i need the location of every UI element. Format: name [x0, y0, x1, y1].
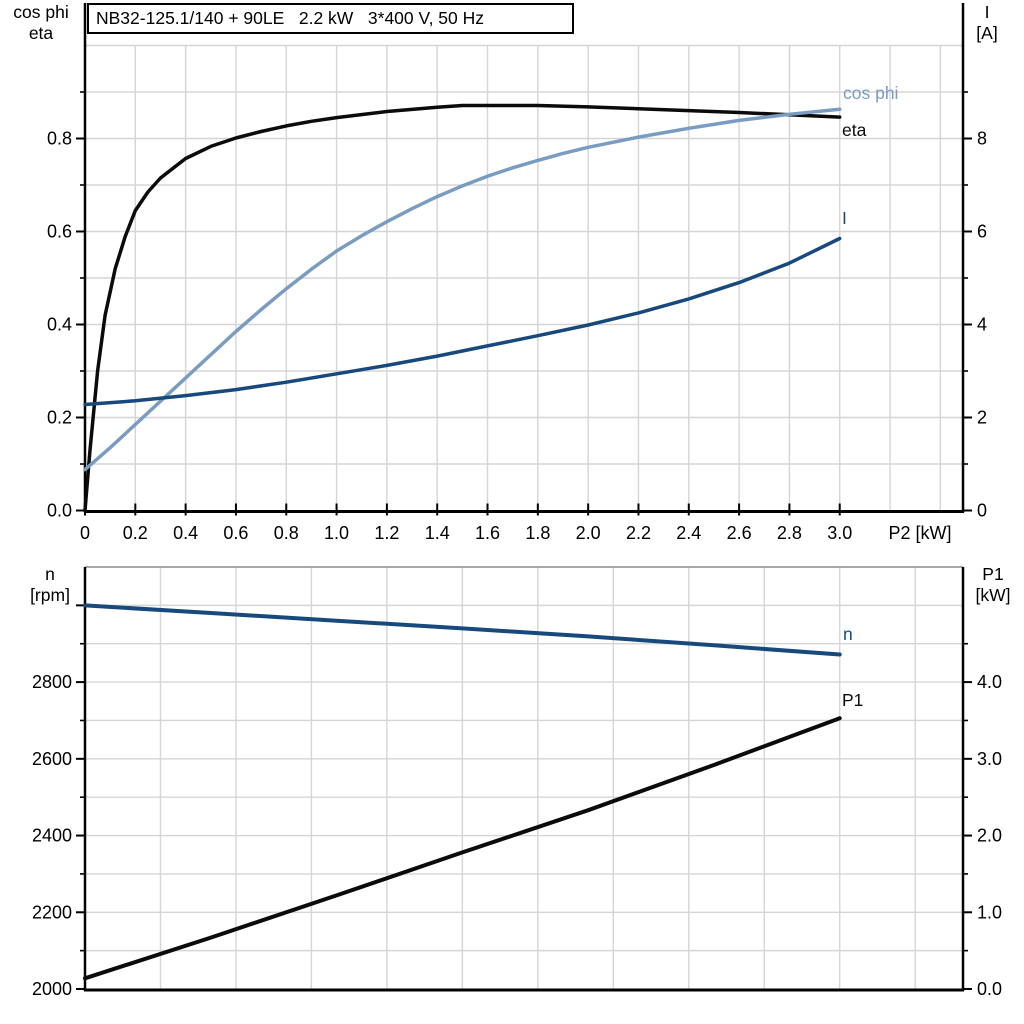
left-axis-tick-label: 2800 [32, 672, 72, 692]
right-axis-title-line2: [A] [976, 23, 998, 43]
x-axis-tick-label: 1.6 [475, 523, 500, 543]
x-axis-tick-label: 2.2 [626, 523, 651, 543]
left-axis-title-line1: n [45, 564, 55, 584]
left-axis-tick-label: 2400 [32, 826, 72, 846]
left-axis-tick-label: 0.4 [47, 315, 72, 335]
x-axis-tick-label: 1.0 [324, 523, 349, 543]
right-axis-tick-label: 0.0 [977, 979, 1002, 999]
x-axis-tick-label: 2.6 [727, 523, 752, 543]
x-axis-tick-label: 2.4 [676, 523, 701, 543]
left-axis-title-line2: [rpm] [30, 585, 70, 605]
right-axis-tick-label: 2.0 [977, 826, 1002, 846]
right-axis-tick-label: 2 [977, 408, 987, 428]
bottom-chart: 2000 2200 2400 2600 2800 0.0 1.0 2.0 3.0 4.0 n P1 [32, 566, 1002, 999]
bottom-chart-right-axis-title: P1 [kW] [965, 564, 1021, 606]
curve-eta [83, 103, 842, 513]
curve-i [83, 236, 842, 407]
left-axis-tick-label: 2600 [32, 749, 72, 769]
right-axis-title-line2: [kW] [975, 585, 1011, 605]
x-axis-tick-label: 0.8 [274, 523, 299, 543]
right-axis-tick-label: 8 [977, 129, 987, 149]
right-axis-title-line1: I [984, 2, 990, 22]
curve-label-i: I [842, 208, 847, 228]
right-axis-tick-label: 6 [977, 222, 987, 242]
left-axis-tick-label: 2200 [32, 902, 72, 922]
curve-n [83, 603, 842, 657]
x-axis-tick-label: 1.2 [374, 523, 399, 543]
curve-p1 [83, 716, 842, 981]
left-axis-tick-label: 0.6 [47, 222, 72, 242]
curve-label-n: n [843, 624, 853, 644]
left-axis-tick-label: 2000 [32, 979, 72, 999]
x-axis-tick-label: 2.8 [777, 523, 802, 543]
x-axis-tick-label: 0 [80, 523, 90, 543]
x-axis-tick-label: 1.8 [525, 523, 550, 543]
top-chart: 0.0 0.2 0.4 0.6 0.8 0 2 4 6 8 0 0.2 0.4 0.6 0.8 1.0 1.2 1… [47, 3, 987, 543]
x-axis-tick-label: 1.4 [425, 523, 450, 543]
x-axis-tick-label: 0.6 [223, 523, 248, 543]
right-axis-tick-label: 0 [977, 501, 987, 521]
right-axis-tick-label: 1.0 [977, 902, 1002, 922]
top-chart-right-axis-title: I [A] [962, 2, 1012, 44]
right-axis-tick-label: 3.0 [977, 749, 1002, 769]
bottom-chart-left-axis-title: n [rpm] [12, 564, 88, 606]
left-axis-tick-label: 0.2 [47, 408, 72, 428]
x-axis-title: P2 [kW] [888, 523, 951, 543]
right-axis-title-line1: P1 [982, 564, 1004, 584]
left-axis-title-line1: cos phi [13, 2, 69, 22]
curve-cos-phi [83, 107, 842, 472]
chart-title-box: NB32-125.1/140 + 90LE 2.2 kW 3*400 V, 50… [87, 3, 574, 34]
right-axis-tick-label: 4.0 [977, 672, 1002, 692]
x-axis-tick-label: 3.0 [827, 523, 852, 543]
curve-label-eta: eta [842, 120, 867, 140]
left-axis-tick-label: 0.8 [47, 129, 72, 149]
curve-label-p1: P1 [842, 690, 863, 710]
curve-label-cos-phi: cos phi [843, 83, 898, 103]
top-chart-left-axis-title: cos phi eta [2, 2, 80, 44]
x-axis-tick-label: 0.2 [123, 523, 148, 543]
right-axis-tick-label: 4 [977, 315, 987, 335]
left-axis-title-line2: eta [28, 23, 54, 43]
x-axis-tick-label: 2.0 [576, 523, 601, 543]
left-axis-tick-label: 0.0 [47, 501, 72, 521]
x-axis-tick-label: 0.4 [173, 523, 198, 543]
